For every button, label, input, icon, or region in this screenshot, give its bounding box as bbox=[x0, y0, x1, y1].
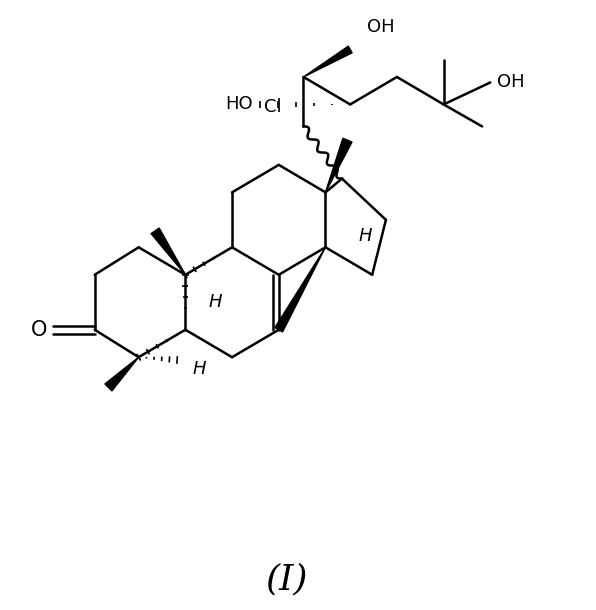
Text: H: H bbox=[209, 293, 222, 311]
Polygon shape bbox=[275, 247, 325, 332]
Text: H: H bbox=[193, 360, 206, 378]
Text: Cl: Cl bbox=[265, 98, 282, 116]
Text: OH: OH bbox=[367, 18, 394, 36]
Polygon shape bbox=[303, 46, 352, 77]
Text: H: H bbox=[358, 228, 372, 245]
Polygon shape bbox=[325, 138, 352, 192]
Text: O: O bbox=[30, 320, 47, 340]
Polygon shape bbox=[105, 357, 139, 391]
Text: OH: OH bbox=[497, 73, 524, 92]
Text: (I): (I) bbox=[266, 563, 308, 597]
Text: HO: HO bbox=[225, 95, 253, 113]
Polygon shape bbox=[151, 228, 185, 274]
